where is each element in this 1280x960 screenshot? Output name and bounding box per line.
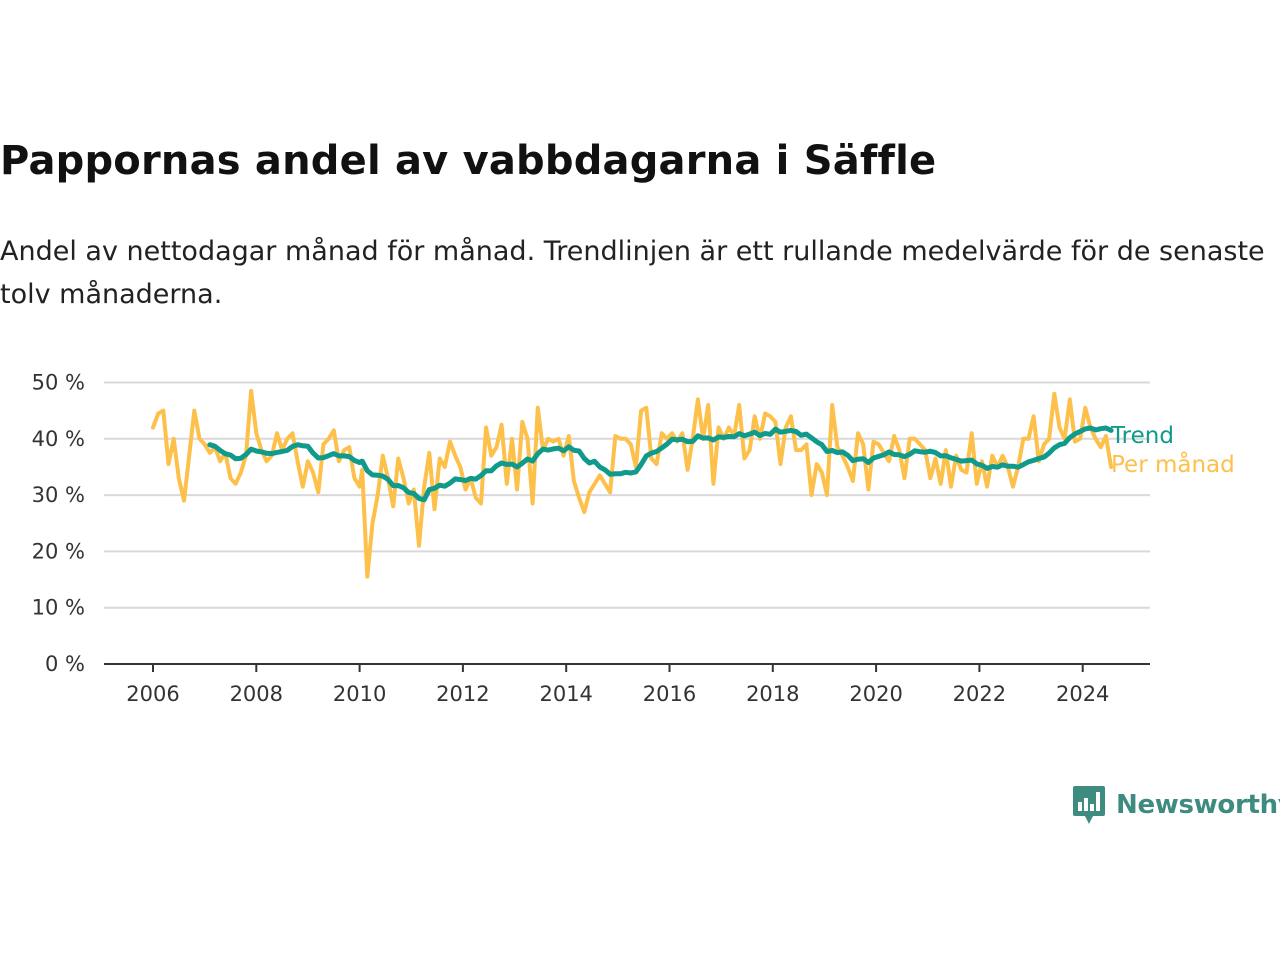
x-tick-label: 2010 [333, 682, 386, 706]
y-tick-label: 40 % [32, 427, 85, 451]
gridlines [104, 381, 1150, 665]
x-tick-label: 2018 [746, 682, 799, 706]
x-tick-label: 2008 [230, 682, 283, 706]
x-tick-label: 2024 [1056, 682, 1109, 706]
x-tick-label: 2006 [126, 682, 179, 706]
y-axis-ticks: 0 % 10 % 20 % 30 % 40 % 50 % [32, 371, 85, 677]
y-tick-label: 50 % [32, 371, 85, 395]
series-lines [151, 388, 1114, 579]
y-tick-label: 20 % [32, 539, 85, 563]
logo-text: Newsworthy [1116, 790, 1280, 820]
x-tick-label: 2022 [953, 682, 1006, 706]
legend-label-trend: Trend [1110, 423, 1174, 449]
x-tick-label: 2016 [643, 682, 696, 706]
bar-chart-speech-bubble-icon [1073, 786, 1105, 824]
y-tick-label: 30 % [32, 483, 85, 507]
legend-label-monthly: Per månad [1111, 450, 1235, 478]
x-axis-ticks: 2006 2008 2010 2012 2014 2016 2018 2020 2022 2024 [126, 664, 1109, 706]
y-tick-label: 0 % [45, 652, 85, 676]
monthly-line [151, 388, 1114, 579]
x-tick-label: 2012 [436, 682, 489, 706]
trend-line [207, 425, 1114, 503]
chart-title: Pappornas andel av vabbdagarna i Säffle [0, 138, 937, 184]
chart-subtitle: Andel av nettodagar månad för månad. Tre… [0, 236, 1265, 310]
x-tick-label: 2014 [539, 682, 592, 706]
x-tick-label: 2020 [849, 682, 902, 706]
newsworthy-logo: Newsworthy [1072, 784, 1280, 826]
y-tick-label: 10 % [32, 596, 85, 620]
